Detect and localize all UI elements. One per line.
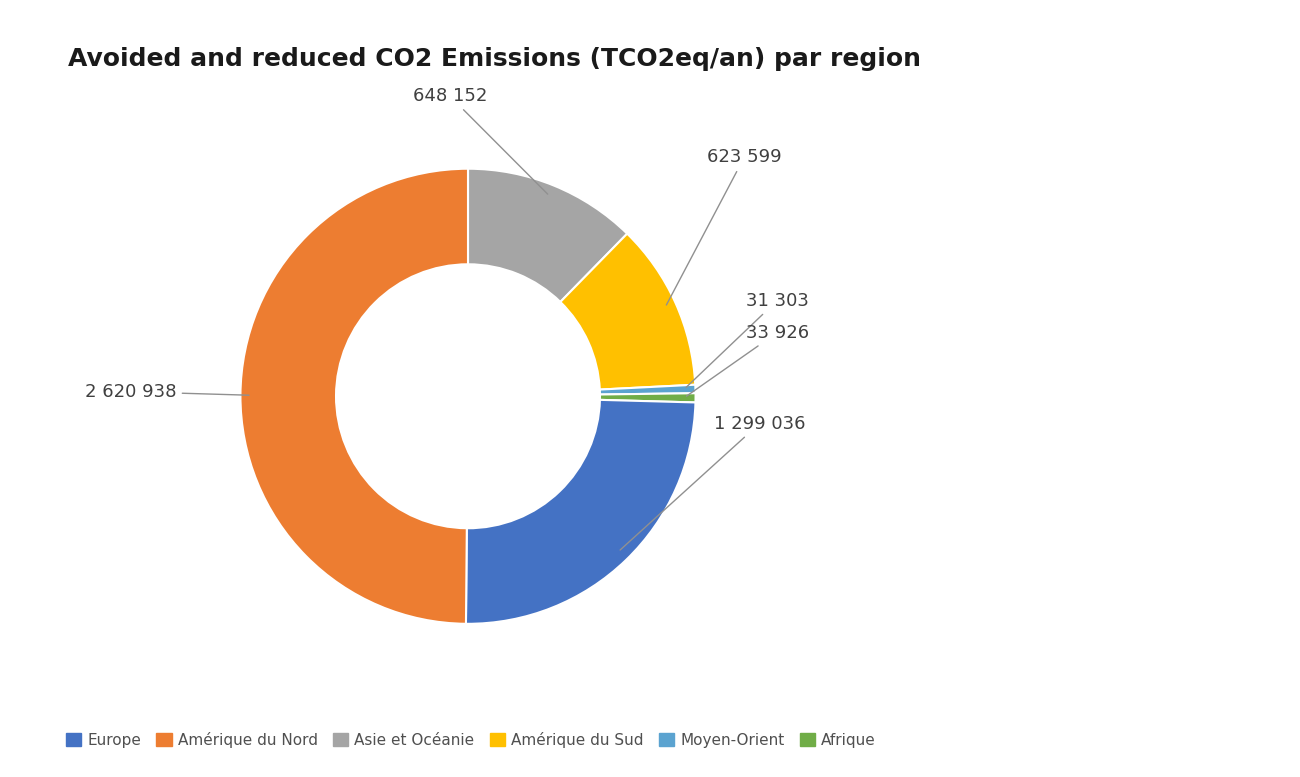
Text: 31 303: 31 303 [686,291,809,388]
Text: 648 152: 648 152 [412,87,547,194]
Wedge shape [240,169,468,624]
Wedge shape [599,393,696,402]
Text: 1 299 036: 1 299 036 [620,415,805,550]
Wedge shape [465,400,696,624]
Text: Avoided and reduced CO2 Emissions (TCO2eq/an) par region: Avoided and reduced CO2 Emissions (TCO2e… [68,47,920,71]
Wedge shape [560,234,696,389]
Text: 623 599: 623 599 [667,148,781,305]
Wedge shape [468,169,627,302]
Text: 33 926: 33 926 [686,323,809,396]
Text: 2 620 938: 2 620 938 [86,383,250,401]
Legend: Europe, Amérique du Nord, Asie et Océanie, Amérique du Sud, Moyen-Orient, Afriqu: Europe, Amérique du Nord, Asie et Océani… [60,726,883,754]
Wedge shape [599,385,696,395]
